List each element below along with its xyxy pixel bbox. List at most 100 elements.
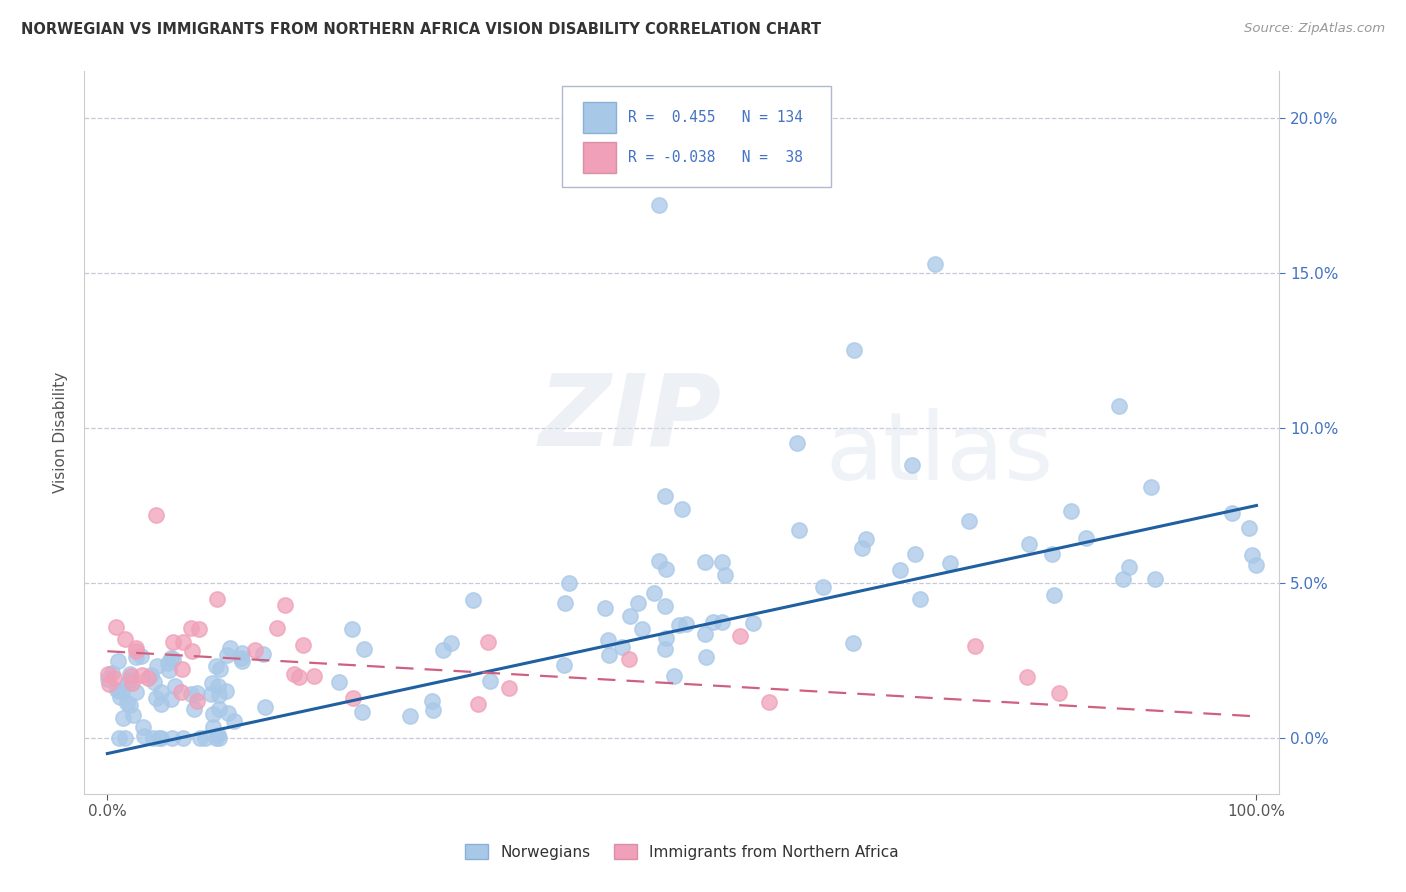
Point [1076, 531, 1098, 545]
Point [643, 586, 665, 600]
Point [855, 532, 877, 546]
Point [728, 629, 751, 643]
Point [101, 665, 124, 680]
Point [141, 668, 163, 682]
Point [283, 667, 305, 681]
Point [786, 436, 808, 450]
Point [208, 731, 231, 745]
Point [654, 599, 676, 614]
Point [172, 634, 194, 648]
Point [118, 673, 141, 688]
Point [713, 568, 735, 582]
Point [204, 659, 226, 673]
Point [648, 553, 671, 567]
Point [461, 592, 484, 607]
Point [353, 641, 375, 656]
Point [132, 720, 155, 734]
Point [120, 669, 142, 683]
Point [668, 618, 690, 632]
Point [104, 620, 127, 634]
Text: NORWEGIAN VS IMMIGRANTS FROM NORTHERN AFRICA VISION DISABILITY CORRELATION CHART: NORWEGIAN VS IMMIGRANTS FROM NORTHERN AF… [21, 22, 821, 37]
Text: atlas: atlas [825, 409, 1053, 500]
Point [150, 684, 173, 698]
Point [302, 669, 325, 683]
Point [181, 643, 204, 657]
Point [702, 615, 724, 629]
Point [422, 704, 444, 718]
Point [170, 685, 193, 699]
Point [125, 685, 148, 699]
Point [1144, 572, 1167, 586]
Point [131, 668, 153, 682]
Point [218, 706, 240, 721]
Point [215, 684, 238, 698]
Point [122, 707, 145, 722]
Point [352, 705, 374, 719]
Point [253, 699, 276, 714]
Point [742, 615, 765, 630]
Point [1040, 547, 1063, 561]
Point [145, 691, 167, 706]
Point [183, 702, 205, 716]
Point [97, 667, 120, 681]
Point [1139, 479, 1161, 493]
Point [1244, 558, 1267, 573]
Y-axis label: Vision Disability: Vision Disability [53, 372, 69, 493]
Point [150, 731, 173, 745]
Point [1222, 506, 1244, 520]
Point [180, 621, 202, 635]
Point [695, 649, 717, 664]
Point [693, 627, 716, 641]
Point [207, 679, 229, 693]
Point [112, 711, 135, 725]
Point [1060, 504, 1083, 518]
Point [274, 598, 297, 612]
Point [553, 658, 575, 673]
Point [610, 640, 633, 654]
Point [1042, 588, 1064, 602]
Point [655, 632, 678, 646]
Point [758, 695, 780, 709]
Point [218, 640, 240, 655]
Point [939, 556, 962, 570]
Point [187, 622, 209, 636]
Point [117, 676, 139, 690]
Point [108, 690, 131, 704]
Point [125, 650, 148, 665]
Point [619, 652, 641, 666]
Point [118, 666, 141, 681]
Point [163, 679, 186, 693]
Point [1237, 521, 1260, 535]
Point [148, 731, 170, 745]
Text: R =  0.455   N = 134: R = 0.455 N = 134 [628, 110, 803, 125]
Point [125, 640, 148, 655]
Point [114, 731, 136, 745]
Point [595, 601, 617, 615]
Point [172, 662, 194, 676]
Point [208, 702, 231, 716]
Point [1112, 572, 1135, 586]
Point [207, 729, 229, 743]
Point [162, 731, 184, 745]
Point [655, 562, 678, 576]
Point [125, 644, 148, 658]
Point [243, 642, 266, 657]
Point [889, 563, 911, 577]
Point [229, 650, 252, 665]
FancyBboxPatch shape [582, 103, 616, 133]
Point [432, 642, 454, 657]
Point [598, 632, 620, 647]
Point [1241, 548, 1264, 562]
Point [160, 651, 183, 665]
Point [157, 663, 180, 677]
Point [598, 648, 620, 662]
Point [98, 677, 121, 691]
Point [162, 634, 184, 648]
Point [851, 541, 873, 556]
Point [1017, 670, 1039, 684]
Point [910, 591, 932, 606]
Point [111, 683, 134, 698]
Point [619, 608, 641, 623]
Point [186, 685, 208, 699]
Point [477, 635, 499, 649]
